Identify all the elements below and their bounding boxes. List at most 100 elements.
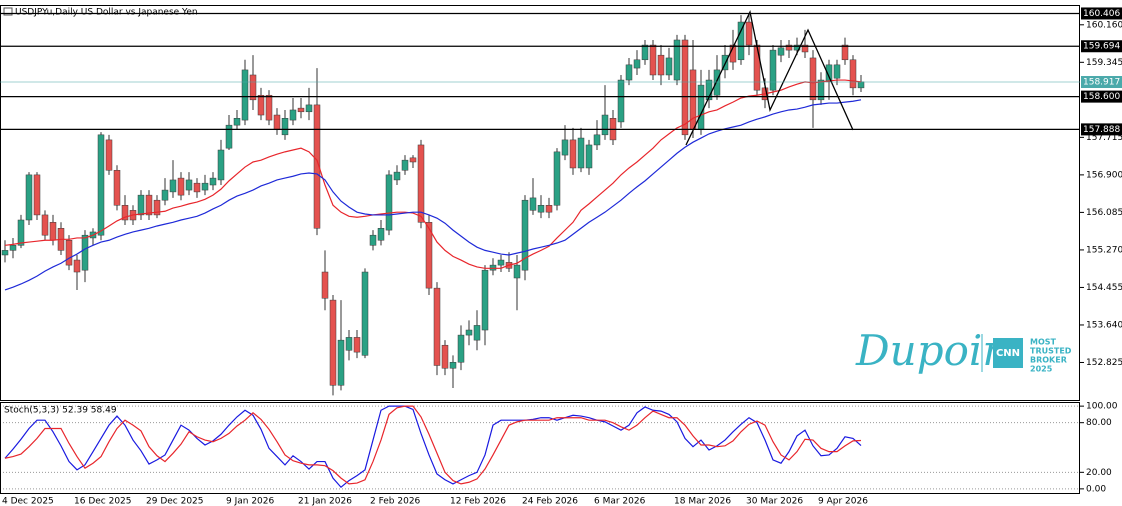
candle-body	[601, 114, 609, 136]
candle-body	[809, 57, 817, 101]
moving-average	[4, 99, 862, 291]
candle-body	[465, 329, 473, 336]
candle-body	[585, 144, 593, 169]
candle-body	[49, 222, 57, 241]
y-tick-label: 20.00	[1086, 468, 1112, 478]
level-tag	[1081, 90, 1122, 103]
candle-body	[185, 179, 193, 191]
candle-body	[305, 104, 313, 113]
candle-body	[449, 361, 457, 369]
candle-body	[329, 299, 337, 386]
candle-body	[849, 59, 857, 89]
candle-body	[689, 69, 697, 131]
candle-body	[257, 94, 265, 116]
candle-body	[521, 199, 529, 271]
level-label: 158.600	[1083, 92, 1120, 102]
candle-body	[785, 44, 793, 51]
candle-body	[737, 21, 745, 61]
symbol-icon	[3, 7, 13, 16]
candle-body	[209, 177, 217, 186]
candle-body	[97, 134, 105, 236]
candle-body	[113, 170, 121, 206]
candle-body	[513, 264, 521, 279]
stoch-line	[4, 405, 862, 485]
candle-body	[529, 197, 537, 211]
chart-title: USDJPYu,Daily US Dollar vs Japanese Yen	[15, 8, 198, 18]
candle-body	[753, 44, 761, 91]
candle-body	[641, 44, 649, 61]
candle-body	[225, 124, 233, 149]
candle-body	[457, 334, 465, 363]
x-tick-label: 21 Jan 2026	[298, 497, 352, 506]
candle-body	[41, 214, 49, 236]
level-label: 160.406	[1083, 9, 1120, 19]
candle-body	[681, 39, 689, 136]
badge-text: CNN	[996, 348, 1020, 359]
candle-body	[273, 114, 281, 131]
candle-body	[33, 174, 41, 216]
candle-body	[713, 69, 721, 96]
y-tick-label: 80.00	[1086, 418, 1112, 428]
y-tick-label: 160.160	[1086, 20, 1122, 30]
brand-logo: Dupoin	[855, 326, 1009, 375]
x-tick-label: 24 Feb 2026	[522, 497, 578, 506]
pattern-drawing	[685, 9, 854, 146]
candle-body	[425, 222, 433, 289]
candle-body	[17, 219, 25, 246]
candle-body	[361, 271, 369, 356]
y-tick-label: 157.715	[1086, 133, 1122, 143]
candle-body	[25, 174, 33, 221]
y-tick-label: 156.085	[1086, 208, 1122, 218]
candle-body	[265, 94, 273, 121]
last-price-tag	[1081, 76, 1122, 89]
x-tick-label: 29 Dec 2025	[146, 497, 204, 506]
candle-body	[105, 139, 113, 171]
candle-body	[593, 134, 601, 146]
candle-body	[633, 59, 641, 69]
candle-body	[409, 157, 417, 163]
candle-body	[617, 79, 625, 123]
badge-line: MOST	[1030, 338, 1057, 347]
candle-body	[473, 325, 481, 341]
candle-body	[65, 240, 73, 266]
y-tick-label: 156.900	[1086, 170, 1122, 180]
plot-layer	[0, 13, 1080, 490]
candle-body	[153, 199, 161, 216]
candle-body	[649, 44, 657, 76]
candle-body	[833, 64, 841, 79]
candle-body	[537, 205, 545, 213]
candle-body	[441, 344, 449, 369]
candle-body	[297, 107, 305, 113]
candle-body	[321, 271, 329, 299]
candle-body	[9, 245, 17, 251]
x-tick-label: 2 Feb 2026	[370, 497, 421, 506]
candle-body	[81, 234, 89, 271]
candle-body	[769, 49, 777, 91]
x-tick-label: 18 Mar 2026	[674, 497, 731, 506]
candle-body	[817, 79, 825, 101]
candle-body	[145, 194, 153, 216]
candle-body	[497, 259, 505, 266]
candle-body	[137, 194, 145, 216]
x-tick-label: 6 Mar 2026	[594, 497, 646, 506]
candle-body	[369, 234, 377, 246]
x-tick-label: 9 Jan 2026	[226, 497, 274, 506]
candle-body	[241, 69, 249, 121]
candle-body	[745, 21, 753, 46]
stoch-title: Stoch(5,3,3) 52.39 58.49	[4, 406, 117, 416]
candle-body	[313, 104, 321, 229]
badge-line: BROKER	[1030, 356, 1067, 365]
candle-body	[385, 174, 393, 231]
y-tick-label: 159.345	[1086, 58, 1122, 68]
candle-body	[401, 159, 409, 171]
candle-body	[577, 137, 585, 169]
y-tick-label: 0.00	[1086, 484, 1106, 494]
y-tick-label: 100.00	[1086, 402, 1118, 412]
candle-body	[553, 151, 561, 206]
price-panel-frame	[0, 5, 1080, 401]
candle-body	[857, 81, 865, 89]
x-tick-label: 12 Feb 2026	[450, 497, 506, 506]
candle-body	[841, 44, 849, 61]
